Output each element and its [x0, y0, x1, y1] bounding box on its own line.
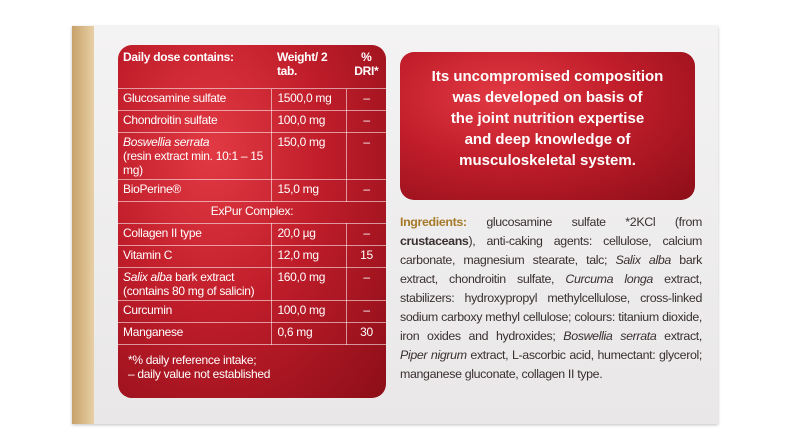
cell: 1500,0 mg — [271, 88, 348, 111]
claim-line: and deep knowledge of — [464, 131, 631, 148]
cell: BioPerine® — [118, 179, 273, 202]
cell: Chondroitin sulfate — [118, 110, 273, 133]
nutrition-panel: Daily dose contains: Weight/ 2 tab. % DR… — [118, 45, 386, 398]
text: bark extract, chondroitin sulfate, — [400, 253, 703, 286]
cell: 160,0 mg — [271, 267, 348, 301]
cell: 100,0 mg — [271, 300, 348, 323]
cell: – — [346, 267, 386, 301]
text: extract, — [656, 329, 702, 343]
cell: 15 — [346, 245, 386, 268]
cell: Curcumin — [118, 300, 273, 323]
cell: 15,0 mg — [271, 179, 348, 202]
allergen: crustaceans — [400, 234, 469, 248]
text: extract, L-ascorbic acid, humectant: gly… — [400, 348, 703, 381]
cell: – — [346, 110, 386, 133]
ingredients-label: Ingredients: — [400, 215, 467, 229]
cell: – — [346, 223, 386, 246]
cell: 12,0 mg — [271, 245, 348, 268]
text: extract, stabilizers: hydroxypropyl meth… — [400, 272, 702, 343]
ingredients: Ingredients: glucosamine sulfate *2KCl (… — [400, 213, 702, 384]
claim-line: was developed on basis of — [452, 89, 643, 106]
italic-name: Boswellia serrata — [123, 135, 210, 149]
latin-name: Piper nigrum — [400, 348, 467, 362]
package-edge — [72, 26, 94, 424]
cell: Glucosamine sulfate — [118, 88, 273, 111]
cell: – — [346, 179, 386, 202]
cell: 0,6 mg — [271, 322, 348, 345]
claim-line: musculoskeletal system. — [459, 152, 636, 169]
footnote: – daily value not established — [128, 367, 271, 381]
cell: 20,0 µg — [271, 223, 348, 246]
header-cell: Daily dose contains: — [118, 45, 272, 89]
cell: Boswellia serrata (resin extract min. 10:… — [118, 132, 273, 180]
header-cell: Weight/ 2 tab. — [271, 45, 347, 89]
cell: ExPur Complex: — [118, 201, 386, 224]
latin-name: Curcuma longa — [565, 272, 653, 286]
header-cell: % DRI* — [346, 45, 386, 89]
nutrition-table: Daily dose contains: Weight/ 2 tab. % DR… — [118, 45, 386, 345]
text: glucosamine sulfate *2KCl (from — [466, 215, 702, 229]
name-note: bark extract (contains 80 mg of salicin) — [123, 270, 255, 298]
latin-name: Salix alba — [615, 253, 671, 267]
italic-name: Salix alba — [123, 270, 173, 284]
claim-panel: Its uncompromised composition was develo… — [400, 52, 695, 200]
claim-line: Its uncompromised composition — [431, 68, 664, 85]
cell: 30 — [346, 322, 386, 345]
cell: 100,0 mg — [271, 110, 348, 133]
cell: Manganese — [118, 322, 273, 345]
name-note: (resin extract min. 10:1 – 15 mg) — [123, 149, 264, 177]
cell: Collagen II type — [118, 223, 273, 246]
cell: Vitamin C — [118, 245, 273, 268]
text: ), anti-caking agents: cellulose, calciu… — [400, 234, 702, 267]
footnote: *% daily reference intake; — [128, 353, 257, 367]
latin-name: Boswellia serrata — [563, 329, 657, 343]
cell: – — [346, 88, 386, 111]
cell: – — [346, 300, 386, 323]
cell: Salix alba bark extract (contains 80 mg … — [118, 267, 273, 301]
claim-line: the joint nutrition expertise — [450, 110, 645, 127]
footnotes: *% daily reference intake; – daily value… — [118, 345, 386, 389]
cell: – — [346, 132, 386, 180]
cell: 150,0 mg — [271, 132, 348, 180]
